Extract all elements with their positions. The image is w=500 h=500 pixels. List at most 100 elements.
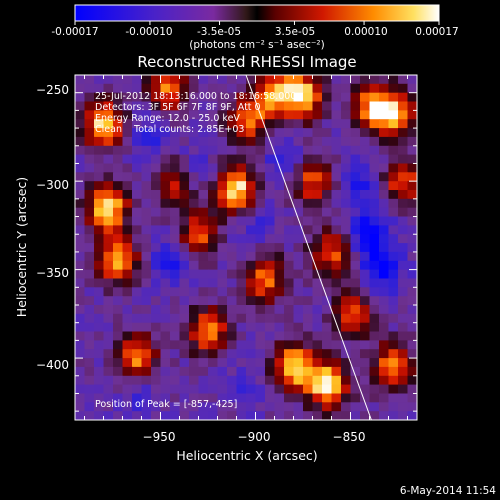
heatmap-cell: [350, 411, 361, 420]
heatmap-cell: [255, 207, 266, 218]
annotation-clean-counts: Clean Total counts: 2.85E+03: [95, 124, 244, 135]
heatmap-cell: [84, 225, 95, 235]
heatmap-cell: [407, 331, 417, 341]
heatmap-cell: [360, 128, 371, 138]
heatmap-cell: [141, 234, 152, 244]
heatmap-cell: [208, 349, 219, 359]
heatmap-cell: [388, 198, 399, 209]
heatmap-cell: [217, 110, 228, 120]
heatmap-cell: [322, 296, 333, 306]
heatmap-cell: [170, 128, 181, 138]
colorbar-tick-label-0: -0.00017: [51, 26, 98, 38]
heatmap-cell: [160, 305, 171, 315]
heatmap-cell: [284, 75, 295, 85]
heatmap-cell: [341, 331, 352, 341]
heatmap-cell: [398, 251, 409, 262]
heatmap-cell: [331, 181, 342, 191]
heatmap-cell: [246, 358, 257, 368]
heatmap-cell: [379, 198, 390, 209]
heatmap-cell: [379, 402, 390, 412]
heatmap-cell: [341, 92, 352, 103]
heatmap-cell: [151, 145, 162, 156]
heatmap-cell: [265, 260, 276, 271]
heatmap-cell: [265, 313, 276, 324]
heatmap-cell: [255, 181, 266, 191]
heatmap-cell: [217, 402, 228, 412]
heatmap-cell: [293, 402, 304, 412]
heatmap-cell: [189, 260, 200, 271]
heatmap-cell: [255, 384, 266, 394]
heatmap-cell: [160, 145, 171, 156]
heatmap-cell: [113, 402, 124, 412]
heatmap-cell: [94, 198, 105, 209]
heatmap-cell: [75, 92, 86, 103]
heatmap-cell: [151, 349, 162, 359]
heatmap-cell: [341, 119, 352, 129]
heatmap-cell: [369, 75, 380, 85]
heatmap-cell: [208, 190, 219, 200]
heatmap-cell: [189, 305, 200, 315]
axis-ticks: [75, 74, 417, 420]
heatmap-cell: [274, 243, 285, 253]
heatmap-cell: [103, 349, 114, 359]
heatmap-cell: [170, 110, 181, 120]
heatmap-cell: [303, 110, 314, 120]
heatmap-cell: [160, 411, 171, 420]
heatmap-cell: [303, 384, 314, 394]
heatmap-cell: [198, 154, 209, 164]
heatmap-cell: [94, 136, 105, 147]
heatmap-cell: [312, 313, 323, 324]
heatmap-cell: [208, 198, 219, 209]
heatmap-cell: [265, 181, 276, 191]
heatmap-cell: [398, 384, 409, 394]
heatmap-cell: [75, 243, 86, 253]
heatmap-cell: [179, 154, 190, 164]
heatmap-cell: [84, 251, 95, 262]
heatmap-cell: [350, 269, 361, 279]
heatmap-cell: [170, 260, 181, 271]
heatmap-cell: [94, 402, 105, 412]
heatmap-cell: [369, 260, 380, 271]
heatmap-cell: [274, 251, 285, 262]
heatmap-cell: [208, 322, 219, 333]
heatmap-cell: [350, 331, 361, 341]
heatmap-cell: [94, 331, 105, 341]
heatmap-cell: [322, 260, 333, 271]
heatmap-cell: [75, 358, 86, 368]
heatmap-cell: [331, 198, 342, 209]
heatmap-cell: [341, 393, 352, 403]
heatmap-cell: [360, 278, 371, 288]
heatmap-cell: [236, 278, 247, 288]
heatmap-cell: [141, 411, 152, 420]
heatmap-cell: [103, 101, 114, 111]
heatmap-cell: [179, 340, 190, 350]
heatmap-cell: [227, 411, 238, 420]
heatmap-cell: [227, 340, 238, 350]
heatmap-cell: [179, 322, 190, 333]
heatmap-cell: [274, 340, 285, 350]
heatmap-cell: [198, 181, 209, 191]
heatmap-cell: [293, 384, 304, 394]
heatmap-cell: [236, 243, 247, 253]
heatmap-cell: [84, 145, 95, 156]
heatmap-cell: [113, 101, 124, 111]
heatmap-cell: [312, 136, 323, 147]
heatmap-cell: [227, 154, 238, 164]
heatmap-cell: [341, 278, 352, 288]
heatmap-cell: [208, 375, 219, 386]
heatmap-cell: [274, 190, 285, 200]
heatmap-cell: [360, 75, 371, 85]
heatmap-cell: [227, 216, 238, 226]
heatmap-cell: [331, 296, 342, 306]
heatmap-cell: [132, 402, 143, 412]
heatmap-cell: [265, 225, 276, 235]
heatmap-cell: [360, 92, 371, 103]
heatmap-cell: [246, 128, 257, 138]
heatmap-cell: [274, 402, 285, 412]
heatmap-cell: [274, 260, 285, 271]
heatmap-cell: [113, 296, 124, 306]
heatmap-cell: [94, 225, 105, 235]
heatmap-cell: [151, 305, 162, 315]
heatmap-cell: [331, 287, 342, 297]
heatmap-cell: [341, 243, 352, 253]
